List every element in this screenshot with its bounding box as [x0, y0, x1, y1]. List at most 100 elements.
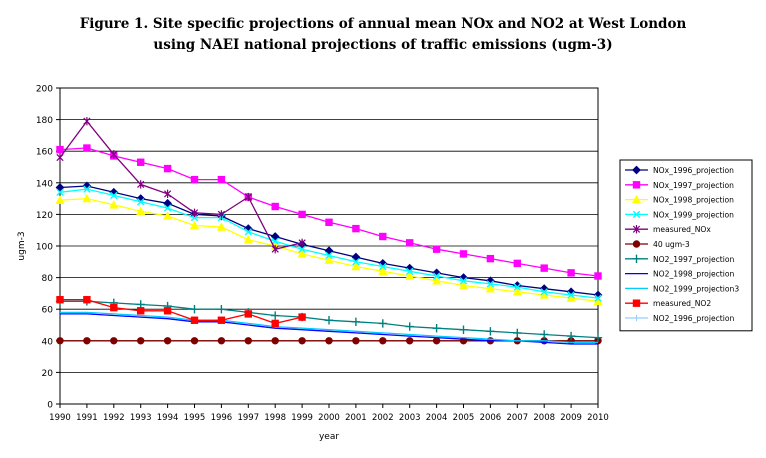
legend: NOx_1996_projection NOx_1997_projection NO… [619, 159, 753, 332]
x-axis-label: year [319, 432, 339, 442]
data-point [137, 307, 145, 315]
data-point [324, 255, 334, 264]
legend-item: NO2_1996_projection [625, 314, 735, 323]
x-tick-label: 1995 [184, 413, 206, 423]
data-point [406, 239, 414, 247]
data-point [513, 259, 521, 268]
x-tick-label: 2007 [506, 413, 528, 423]
y-tick-label: 180 [36, 116, 53, 126]
x-tick-label: 2009 [560, 413, 582, 423]
x-tick-label: 1990 [49, 413, 71, 423]
data-point [163, 211, 173, 220]
x-tick-label: 2006 [480, 413, 502, 423]
data-point [325, 218, 333, 227]
data-point [459, 277, 468, 285]
data-point [459, 250, 468, 258]
legend-item: NOx_1997_projection [625, 181, 734, 190]
data-point [458, 280, 469, 290]
legend-marker [632, 165, 641, 175]
legend-label: NO2_1996_projection [653, 314, 735, 323]
data-point [110, 150, 118, 159]
data-point [56, 337, 64, 345]
data-point [55, 183, 65, 192]
data-point [163, 337, 172, 345]
data-point [109, 200, 119, 209]
data-point [137, 198, 145, 206]
data-point [406, 267, 414, 275]
data-point [56, 153, 64, 162]
data-point [163, 164, 172, 173]
data-point [352, 258, 360, 266]
data-point [216, 222, 226, 231]
series-6 [55, 297, 603, 342]
data-point [190, 305, 199, 314]
legend-label: NOx_1998_projection [653, 196, 734, 205]
data-point [83, 337, 91, 345]
x-tick-label: 1996 [211, 413, 233, 423]
data-point [379, 262, 387, 271]
data-point [56, 296, 64, 304]
data-point [83, 296, 91, 304]
y-tick-label: 40 [42, 337, 54, 347]
y-tick-label: 100 [36, 243, 53, 253]
series-2 [55, 193, 603, 305]
data-point [594, 272, 602, 280]
y-tick-label: 80 [42, 274, 54, 284]
data-point [83, 116, 91, 126]
x-tick-label: 2005 [453, 413, 475, 423]
data-point [432, 272, 441, 280]
data-point [351, 317, 361, 327]
data-point [217, 337, 226, 345]
data-point [567, 291, 575, 299]
data-point [540, 288, 548, 296]
data-point [593, 296, 603, 305]
data-point [432, 337, 441, 345]
series-3 [56, 185, 602, 302]
data-point [486, 327, 495, 336]
data-point [432, 245, 441, 253]
y-tick-label: 60 [42, 306, 54, 316]
data-point [83, 144, 91, 152]
legend-label: NO2_1999_projection3 [653, 284, 739, 293]
data-point [190, 175, 199, 184]
data-point [378, 319, 387, 328]
series-9 [56, 296, 306, 328]
data-point [297, 249, 307, 258]
data-point [540, 330, 549, 339]
legend-marker [632, 254, 641, 263]
data-point [110, 191, 118, 200]
chart-title-line2: using NAEI national projections of traff… [153, 37, 613, 53]
data-point [190, 208, 199, 218]
chart-title-line1: Figure 1. Site specific projections of a… [79, 16, 687, 32]
series-4 [56, 116, 306, 254]
legend-label: measured_NOx [653, 225, 711, 234]
data-point [352, 224, 360, 233]
series-8 [60, 311, 598, 344]
legend-marker [632, 225, 641, 234]
x-tick-label: 1994 [157, 413, 179, 423]
data-point [378, 266, 388, 275]
data-point [566, 293, 576, 302]
data-point [298, 210, 306, 219]
legend-label: 40 ugm-3 [653, 240, 690, 249]
x-tick-label: 1993 [130, 413, 152, 423]
legend-label: measured_NO2 [653, 299, 711, 308]
data-point [486, 254, 495, 263]
data-point [324, 246, 334, 256]
data-point [271, 311, 280, 320]
data-point [325, 337, 333, 345]
data-point [271, 237, 279, 245]
data-point [405, 322, 414, 331]
x-tick-label: 2003 [399, 413, 421, 423]
data-point [217, 175, 226, 184]
series-1 [56, 144, 602, 280]
series-line [60, 299, 303, 325]
x-tick-label: 1998 [264, 413, 286, 423]
data-point [189, 220, 200, 230]
data-point [136, 206, 146, 215]
data-point [298, 245, 306, 253]
data-point [298, 238, 306, 248]
data-point [379, 337, 387, 345]
y-tick-label: 200 [36, 85, 53, 95]
data-point [406, 337, 414, 345]
